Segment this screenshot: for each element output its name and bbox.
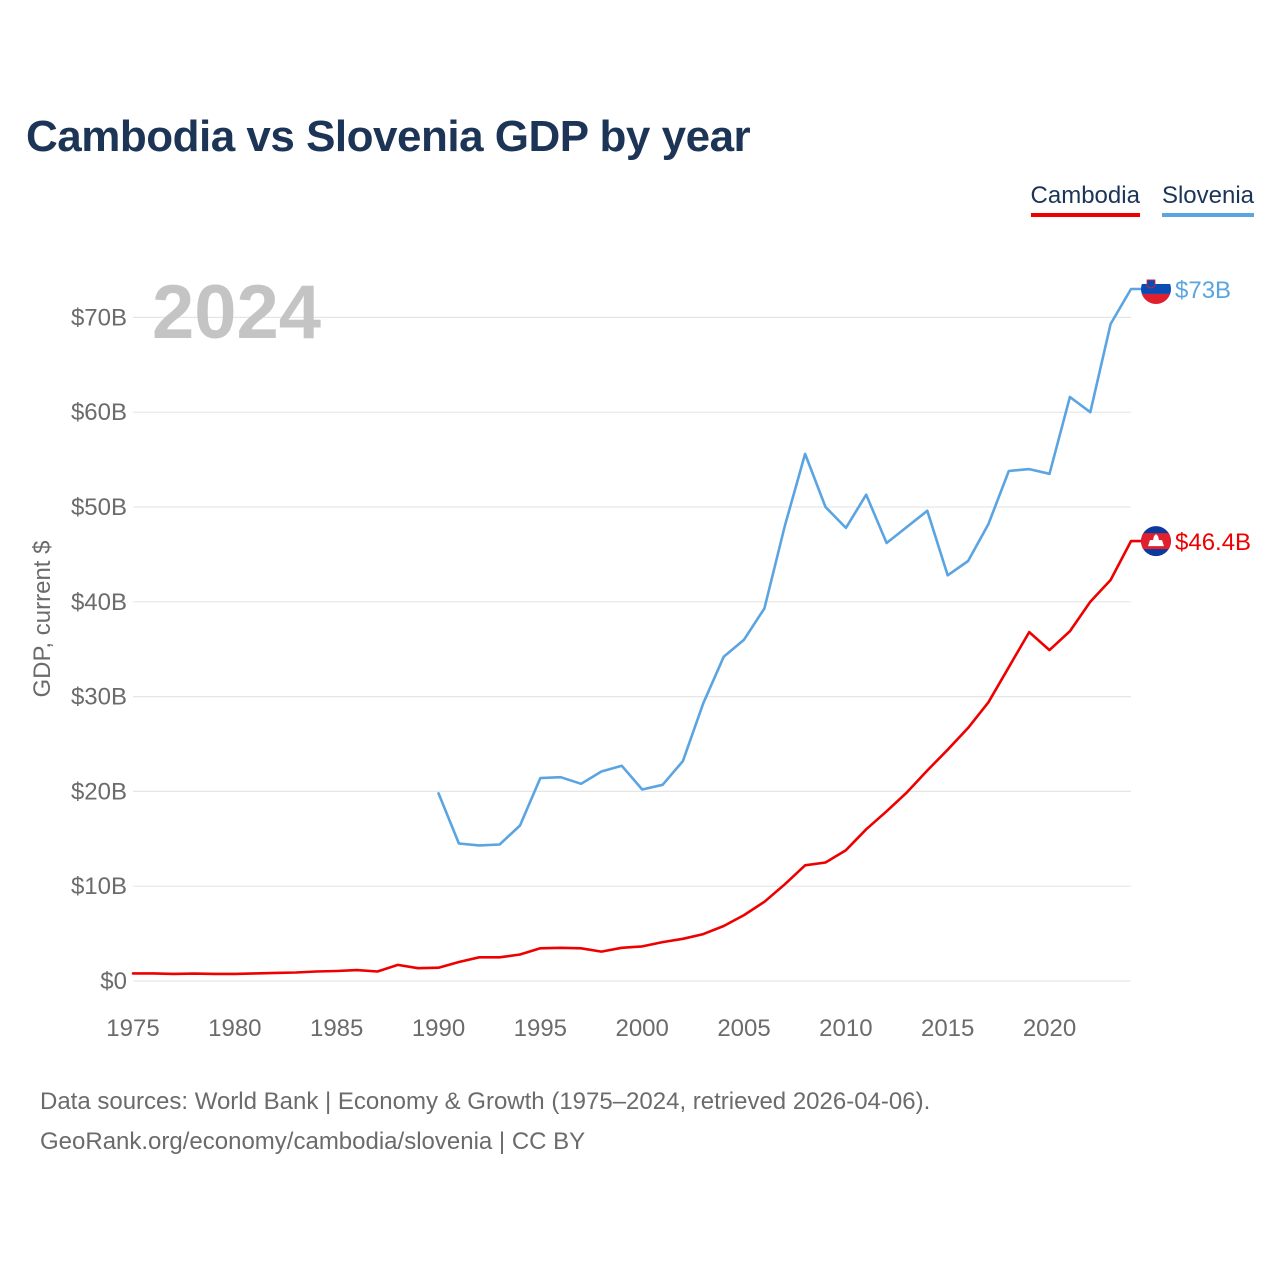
x-tick-label: 2000: [615, 1015, 668, 1042]
cambodia-flag-icon: [1141, 526, 1171, 557]
series-line-slovenia[interactable]: [437, 287, 1158, 847]
y-tick-label: $60B: [71, 399, 127, 426]
x-tick-label: 1985: [310, 1015, 363, 1042]
y-tick-label: $20B: [71, 778, 127, 805]
grid-lines: [133, 316, 1131, 982]
year-watermark: 2024: [152, 270, 321, 355]
y-tick-label: $50B: [71, 494, 127, 521]
x-tick-label: 1975: [106, 1015, 159, 1042]
footer-source: Data sources: World Bank | Economy & Gro…: [40, 1088, 931, 1115]
footer-link[interactable]: GeoRank.org/economy/cambodia/slovenia | …: [40, 1128, 586, 1155]
y-axis-ticks: $0 $10B $20B $30B $40B $50B $60B $70B: [71, 304, 127, 995]
footer: Data sources: World Bank | Economy & Gro…: [40, 1082, 930, 1162]
end-markers: $46.4B $73B: [1141, 273, 1251, 557]
legend-item-slovenia[interactable]: Slovenia: [1161, 182, 1254, 217]
x-tick-label: 2005: [717, 1015, 770, 1042]
y-tick-label: $0: [100, 968, 127, 995]
legend: Cambodia Slovenia: [1030, 182, 1254, 217]
end-label-cambodia: $46.4B: [1175, 529, 1251, 556]
x-tick-label: 1995: [514, 1015, 567, 1042]
y-tick-label: $40B: [71, 589, 127, 616]
y-tick-label: $30B: [71, 684, 127, 711]
slovenia-flag-icon: [1141, 273, 1171, 304]
end-label-slovenia: $73B: [1175, 277, 1231, 304]
y-axis-label: GDP, current $: [29, 541, 56, 698]
legend-item-cambodia[interactable]: Cambodia: [1030, 182, 1140, 217]
x-tick-label: 2015: [921, 1015, 974, 1042]
x-tick-label: 1990: [412, 1015, 465, 1042]
y-tick-label: $10B: [71, 873, 127, 900]
series-lines: [131, 287, 1158, 976]
y-tick-label: $70B: [71, 304, 127, 331]
x-axis-ticks: 1975 1980 1985 1990 1995 2000 2005 2010 2015 2020: [106, 1015, 1076, 1042]
chart-title: Cambodia vs Slovenia GDP by year: [26, 112, 751, 161]
x-tick-label: 2020: [1023, 1015, 1076, 1042]
series-line-cambodia[interactable]: [131, 539, 1158, 976]
x-tick-label: 1980: [208, 1015, 261, 1042]
x-tick-label: 2010: [819, 1015, 872, 1042]
